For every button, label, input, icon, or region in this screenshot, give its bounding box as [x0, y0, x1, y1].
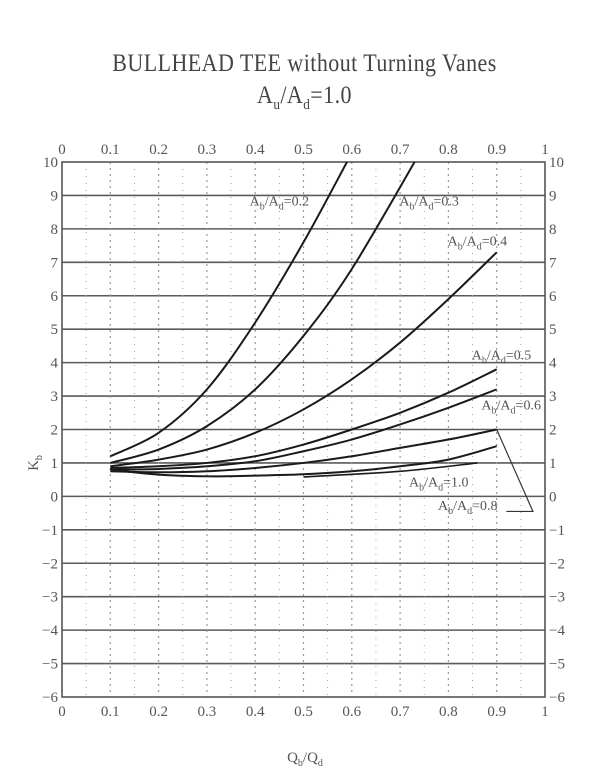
y-tick-right: 2: [549, 423, 557, 439]
curve-label: Ab/Ad=0.4: [448, 235, 508, 253]
y-axis-label: Kb: [26, 455, 45, 471]
y-tick-right: −2: [549, 556, 565, 572]
y-tick-right: 9: [549, 188, 557, 204]
x-tick-top: 0.6: [342, 142, 361, 158]
curve-label: Ab/Ad=1.0: [409, 475, 469, 493]
curve-ab-ad-1-0: [110, 445, 497, 478]
curve-segment: [303, 462, 478, 478]
y-tick-right: 10: [549, 155, 564, 171]
curves: [109, 161, 534, 513]
y-tick-right: −5: [549, 657, 565, 673]
x-tick-top: 0.4: [246, 142, 265, 158]
subtitle-sub-d: d: [303, 97, 311, 113]
curve-ab-ad-0-3: [110, 161, 416, 464]
subtitle-sub-u: u: [273, 97, 281, 113]
x-tick-top: 0.8: [439, 142, 458, 158]
x-tick-bottom: 0.4: [246, 704, 265, 720]
chart-title: BULLHEAD TEE without Turning Vanes: [112, 50, 497, 77]
pointer-line: [496, 429, 534, 513]
y-tick-right: 0: [549, 489, 557, 505]
y-tick-left: 4: [51, 356, 59, 372]
y-tick-left: −3: [42, 590, 58, 606]
curve-ab-ad-0-5: [110, 368, 498, 469]
y-tick-left: −4: [42, 623, 58, 639]
y-tick-right: 8: [549, 222, 557, 238]
y-tick-left: 0: [51, 489, 59, 505]
x-tick-top: 0.1: [101, 142, 120, 158]
y-tick-left: 5: [51, 322, 59, 338]
y-tick-right: 6: [549, 289, 557, 305]
x-tick-top: 0.3: [198, 142, 217, 158]
chart-subtitle: Au/Ad=1.0: [37, 82, 573, 114]
x-tick-top: 0: [58, 142, 66, 158]
curve-labels: Ab/Ad=0.2 Ab/Ad=0.3 Ab/Ad=0.4 Ab/Ad=0.5 Ab/A…: [250, 194, 541, 516]
y-tick-right: −4: [549, 623, 565, 639]
y-tick-left: −5: [42, 657, 58, 673]
tick-labels: 0 0 0.1 0.1 0.2 0.2 0.3 0.3 0.4 0.4 0.5 0.5 0.6 0.6 0.…: [42, 142, 565, 720]
x-tick-top: 0.2: [149, 142, 168, 158]
x-tick-bottom: 0.9: [487, 704, 506, 720]
y-tick-left: −1: [42, 523, 58, 539]
plot-frame: [61, 161, 546, 698]
x-tick-bottom: 0.5: [294, 704, 313, 720]
y-tick-left: −6: [42, 690, 58, 706]
y-tick-right: 1: [549, 456, 557, 472]
x-tick-bottom: 0.2: [149, 704, 168, 720]
x-tick-top: 1: [541, 142, 549, 158]
y-tick-right: 5: [549, 322, 557, 338]
y-tick-left: 1: [51, 456, 59, 472]
subtitle-slash: /A: [280, 82, 304, 109]
y-tick-left: 6: [51, 289, 59, 305]
x-tick-bottom: 0: [58, 704, 66, 720]
curve-label: Ab/Ad=0.3: [399, 194, 459, 212]
x-tick-bottom: 0.6: [342, 704, 361, 720]
curve-ab-ad-0-4: [110, 251, 498, 468]
x-tick-top: 0.9: [487, 142, 506, 158]
y-tick-right: 4: [549, 356, 557, 372]
curve-label: Ab/Ad=0.6: [481, 398, 541, 416]
x-tick-bottom: 0.1: [101, 704, 120, 720]
x-tick-bottom: 0.8: [439, 704, 458, 720]
y-tick-left: 10: [43, 155, 58, 171]
y-tick-right: −3: [549, 590, 565, 606]
frame-rect: [61, 161, 546, 698]
subtitle-a: A: [257, 82, 274, 109]
y-tick-left: 8: [51, 222, 59, 238]
y-tick-left: 2: [51, 423, 59, 439]
x-tick-top: 0.7: [391, 142, 410, 158]
curve-label: Ab/Ad=0.5: [472, 348, 532, 366]
y-tick-left: 3: [51, 389, 59, 405]
x-tick-bottom: 0.3: [198, 704, 217, 720]
grid: [62, 162, 545, 697]
x-tick-bottom: 1: [541, 704, 549, 720]
x-axis-label: Qb/Qd: [287, 750, 323, 769]
y-tick-right: −6: [549, 690, 565, 706]
subtitle-tail: =1.0: [310, 82, 352, 109]
curve-label: Ab/Ad=0.8: [438, 499, 498, 517]
y-tick-left: 9: [51, 188, 59, 204]
curve-ab-ad-0-2: [109, 161, 348, 458]
y-tick-right: 7: [549, 255, 557, 271]
x-tick-top: 0.5: [294, 142, 313, 158]
x-tick-bottom: 0.7: [391, 704, 410, 720]
curve-label: Ab/Ad=0.2: [250, 194, 310, 212]
y-tick-left: 7: [51, 255, 59, 271]
curve-ab-ad-0-8: [110, 428, 497, 474]
y-tick-left: −2: [42, 556, 58, 572]
curve-ab-ad-0-6: [110, 388, 498, 471]
y-tick-right: −1: [549, 523, 565, 539]
y-tick-right: 3: [549, 389, 557, 405]
